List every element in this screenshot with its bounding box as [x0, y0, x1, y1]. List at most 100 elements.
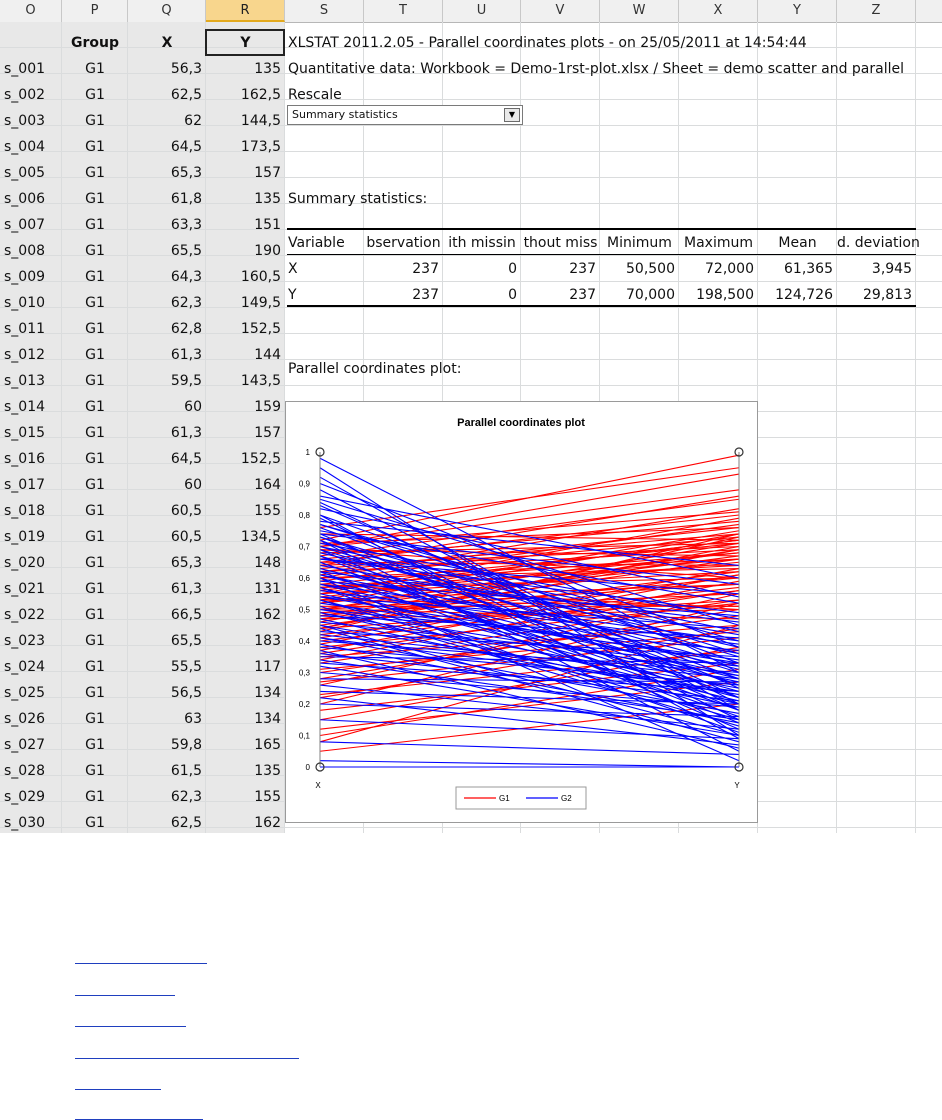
column-header-o[interactable]: O — [0, 0, 62, 22]
table-row-x[interactable]: 64,5 — [170, 451, 202, 467]
summary-cell[interactable]: 0 — [508, 261, 517, 277]
table-row-y[interactable]: 160,5 — [240, 269, 281, 285]
table-row-x[interactable]: 64,3 — [170, 269, 202, 285]
table-row-y[interactable]: 134 — [254, 711, 281, 727]
table-row-group[interactable]: G1 — [85, 737, 105, 753]
column-header-z[interactable]: Z — [837, 0, 916, 22]
table-row-group[interactable]: G1 — [85, 789, 105, 805]
table-row-group[interactable]: G1 — [85, 581, 105, 597]
table-row-group[interactable]: G1 — [85, 711, 105, 727]
table-row-x[interactable]: 65,3 — [170, 165, 202, 181]
summary-header-cell[interactable]: Mean — [778, 235, 817, 251]
table-row-x[interactable]: 65,5 — [170, 243, 202, 259]
table-row-y[interactable]: 173,5 — [240, 139, 281, 155]
parallel-coordinates-chart[interactable]: Parallel coordinates plot 0 0,1 0,2 0,3 0,4 0,… — [285, 401, 758, 823]
table-row-x[interactable]: 59,8 — [170, 737, 202, 753]
table-row-group[interactable]: G1 — [85, 165, 105, 181]
table-row-y[interactable]: 134,5 — [240, 529, 281, 545]
table-row-x[interactable]: 62,3 — [170, 295, 202, 311]
table-row-x[interactable]: 59,5 — [170, 373, 202, 389]
column-header-y[interactable]: Y — [758, 0, 837, 22]
summary-cell[interactable]: 237 — [569, 287, 596, 303]
table-row-x[interactable]: 62 — [184, 113, 202, 129]
table-row-id[interactable]: s_012 — [4, 347, 46, 363]
table-row-y[interactable]: 183 — [254, 633, 281, 649]
table-row-id[interactable]: s_024 — [4, 659, 46, 675]
table-row-id[interactable]: s_003 — [4, 113, 46, 129]
summary-cell[interactable]: 0 — [508, 287, 517, 303]
summary-cell[interactable]: 3,945 — [871, 261, 912, 277]
link-1[interactable] — [75, 963, 207, 964]
table-row-group[interactable]: G1 — [85, 451, 105, 467]
column-header-t[interactable]: T — [364, 0, 443, 22]
summary-header-cell[interactable]: thout miss — [523, 235, 598, 251]
table-row-x[interactable]: 62,8 — [170, 321, 202, 337]
header-y[interactable]: Y — [240, 35, 251, 51]
table-row-y[interactable]: 155 — [254, 789, 281, 805]
table-row-x[interactable]: 61,3 — [170, 425, 202, 441]
table-row-id[interactable]: s_016 — [4, 451, 46, 467]
summary-cell[interactable]: X — [288, 261, 298, 277]
table-row-x[interactable]: 65,3 — [170, 555, 202, 571]
table-row-y[interactable]: 164 — [254, 477, 281, 493]
column-header-p[interactable]: P — [62, 0, 128, 22]
table-row-id[interactable]: s_028 — [4, 763, 46, 779]
table-row-group[interactable]: G1 — [85, 555, 105, 571]
table-row-y[interactable]: 149,5 — [240, 295, 281, 311]
table-row-group[interactable]: G1 — [85, 607, 105, 623]
table-row-id[interactable]: s_008 — [4, 243, 46, 259]
table-row-x[interactable]: 61,5 — [170, 763, 202, 779]
table-row-group[interactable]: G1 — [85, 269, 105, 285]
table-row-id[interactable]: s_029 — [4, 789, 46, 805]
table-row-y[interactable]: 131 — [254, 581, 281, 597]
summary-cell[interactable]: 237 — [412, 261, 439, 277]
table-row-id[interactable]: s_021 — [4, 581, 46, 597]
table-row-id[interactable]: s_025 — [4, 685, 46, 701]
table-row-x[interactable]: 56,3 — [170, 61, 202, 77]
table-row-group[interactable]: G1 — [85, 477, 105, 493]
table-row-y[interactable]: 117 — [254, 659, 281, 675]
table-row-group[interactable]: G1 — [85, 87, 105, 103]
summary-cell[interactable]: 237 — [412, 287, 439, 303]
table-row-group[interactable]: G1 — [85, 685, 105, 701]
table-row-y[interactable]: 144,5 — [240, 113, 281, 129]
summary-header-cell[interactable]: d. deviation — [837, 235, 920, 251]
link-2[interactable] — [75, 995, 175, 996]
summary-cell[interactable]: 61,365 — [784, 261, 833, 277]
summary-cell[interactable]: 124,726 — [775, 287, 833, 303]
table-row-group[interactable]: G1 — [85, 503, 105, 519]
table-row-x[interactable]: 61,3 — [170, 347, 202, 363]
header-x[interactable]: X — [161, 35, 173, 51]
table-row-x[interactable]: 62,5 — [170, 815, 202, 831]
summary-cell[interactable]: 72,000 — [705, 261, 754, 277]
table-row-x[interactable]: 60,5 — [170, 503, 202, 519]
summary-header-cell[interactable]: Variable — [288, 235, 345, 251]
table-row-group[interactable]: G1 — [85, 61, 105, 77]
table-row-y[interactable]: 162 — [254, 607, 281, 623]
table-row-y[interactable]: 143,5 — [240, 373, 281, 389]
summary-cell[interactable]: Y — [288, 287, 297, 303]
table-row-group[interactable]: G1 — [85, 191, 105, 207]
table-row-group[interactable]: G1 — [85, 425, 105, 441]
table-row-x[interactable]: 60 — [184, 399, 202, 415]
table-row-y[interactable]: 157 — [254, 165, 281, 181]
table-row-group[interactable]: G1 — [85, 113, 105, 129]
column-header-r[interactable]: R — [206, 0, 285, 22]
table-row-id[interactable]: s_009 — [4, 269, 46, 285]
table-row-group[interactable]: G1 — [85, 217, 105, 233]
column-header-q[interactable]: Q — [128, 0, 206, 22]
table-row-x[interactable]: 63,3 — [170, 217, 202, 233]
chevron-down-icon[interactable]: ▼ — [504, 108, 520, 122]
table-row-group[interactable]: G1 — [85, 243, 105, 259]
table-row-id[interactable]: s_013 — [4, 373, 46, 389]
table-row-y[interactable]: 159 — [254, 399, 281, 415]
table-row-x[interactable]: 64,5 — [170, 139, 202, 155]
table-row-y[interactable]: 162,5 — [240, 87, 281, 103]
table-row-id[interactable]: s_006 — [4, 191, 46, 207]
table-row-id[interactable]: s_007 — [4, 217, 46, 233]
column-header-w[interactable]: W — [600, 0, 679, 22]
table-row-group[interactable]: G1 — [85, 633, 105, 649]
table-row-y[interactable]: 165 — [254, 737, 281, 753]
column-header-x[interactable]: X — [679, 0, 758, 22]
table-row-group[interactable]: G1 — [85, 373, 105, 389]
